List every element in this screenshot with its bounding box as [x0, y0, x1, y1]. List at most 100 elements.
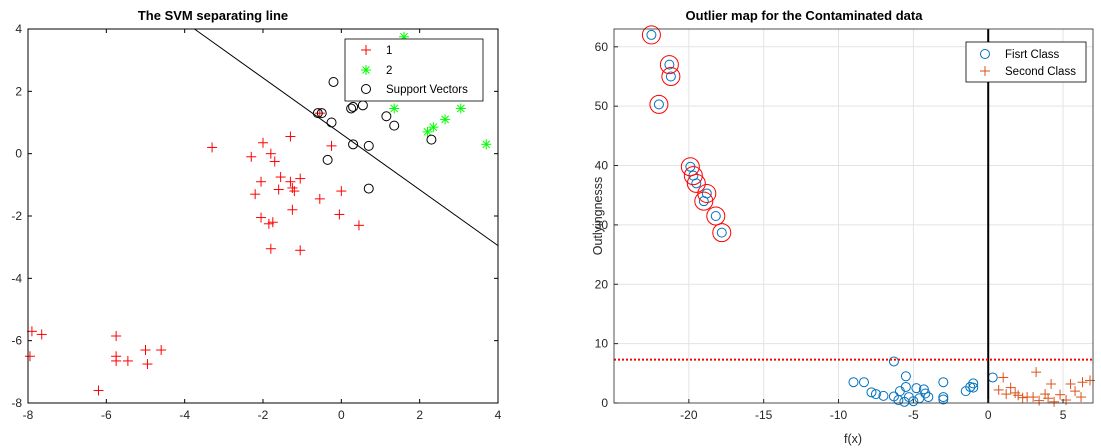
class1-point-28 [24, 351, 35, 362]
first-class-point-26 [938, 392, 949, 403]
support-vector-2 [326, 117, 337, 128]
support-vector-13 [348, 101, 359, 112]
first-class-point-30 [938, 394, 949, 405]
second-class-point-14 [1043, 393, 1054, 404]
first-class-point-21 [938, 377, 949, 388]
chart2-xtick-label: 0 [985, 408, 992, 422]
class1-point-29 [111, 330, 122, 341]
outlier-ring-4 [680, 157, 700, 177]
chart2-ytick-label: 20 [595, 277, 609, 291]
first-class-point-33 [968, 378, 979, 389]
chart1-xtick-label: -8 [23, 408, 34, 422]
support-vector-5 [363, 140, 374, 151]
class1-point-26 [26, 326, 37, 337]
first-class-point-13 [858, 377, 869, 388]
outlier-ring-3 [649, 94, 669, 114]
class1-point-31 [111, 355, 122, 366]
second-class-point-20 [1017, 392, 1028, 403]
chart2-ylabel: Outlyingnesss [591, 177, 605, 256]
legend-label-class1: 1 [386, 45, 392, 57]
class2-point-5 [440, 114, 451, 125]
outlier-map-chart: Outlier map for the Contaminated data -2… [591, 8, 1096, 446]
second-class-point-21 [1010, 387, 1021, 398]
first-class-point-11 [888, 356, 899, 367]
first-class-point-14 [866, 387, 877, 398]
chart2-xtick-label: -15 [755, 408, 773, 422]
class1-point-6 [250, 189, 261, 200]
second-class-point-1 [1005, 382, 1016, 393]
chart1-xtick-label: 2 [416, 408, 423, 422]
support-vector-11 [389, 120, 400, 131]
second-class-point-8 [1001, 389, 1012, 400]
class1-point-13 [267, 217, 278, 228]
class1-point-34 [156, 345, 167, 356]
chart2-legend-box [965, 41, 1087, 83]
outlier-ring-9 [706, 206, 726, 226]
legend-marker-second-class [980, 66, 990, 76]
chart1-ytick-label: -2 [11, 209, 22, 223]
support-vector-3 [346, 103, 357, 114]
first-class-point-1 [664, 59, 675, 70]
second-class-point-19 [1076, 392, 1087, 403]
second-class-point-2 [1031, 367, 1042, 378]
class1-point-15 [273, 184, 284, 195]
class1-point-27 [36, 329, 47, 340]
class1-point-17 [287, 204, 298, 215]
first-class-point-9 [710, 211, 721, 221]
support-vector-10 [381, 111, 392, 122]
second-class-point-12 [1034, 395, 1045, 406]
first-class-point-6 [691, 178, 702, 189]
legend-label-first-class: Fisrt Class [1005, 49, 1060, 61]
class1-point-12 [256, 212, 267, 223]
chart2-ytick-label: 40 [595, 159, 609, 173]
chart2-xlabel: f(x) [844, 432, 862, 446]
support-vector-8 [328, 76, 339, 87]
chart2-data-layer [614, 25, 1096, 407]
outlier-ring-5 [683, 166, 703, 186]
outlier-ring-7 [697, 183, 717, 203]
class1-point-14 [263, 218, 274, 229]
second-class-point-4 [1065, 379, 1076, 390]
second-class-point-0 [998, 372, 1009, 383]
outlier-ring-0 [641, 25, 661, 45]
chart1-title: The SVM separating line [138, 8, 288, 23]
chart2-ytick-label: 60 [595, 40, 609, 54]
chart2-plot-area [614, 29, 1093, 403]
class1-point-5 [285, 131, 296, 142]
chart1-ytick-label: 4 [15, 22, 22, 36]
chart1-ticks: -8 -6 -4 -2 0 2 4 -8 -6 -4 -2 0 2 4 [11, 22, 501, 422]
chart2-ytick-label: 50 [595, 99, 609, 113]
outlier-ring-10 [712, 223, 732, 243]
chart2-legend: Fisrt Class Second Class [965, 41, 1087, 83]
first-class-point-8 [698, 196, 709, 207]
first-class-point-34 [968, 382, 979, 393]
outlier-ring-6 [686, 173, 706, 193]
class1-point-35 [142, 359, 153, 370]
chart1-xtick-label: -2 [258, 408, 269, 422]
first-class-point-2 [665, 71, 676, 82]
class1-point-33 [140, 345, 151, 356]
class1-point-24 [314, 108, 325, 119]
chart1-xtick-label: 4 [495, 408, 502, 422]
chart1-data-layer [24, 28, 499, 396]
first-class-point-12 [848, 377, 859, 388]
first-class-point-10 [716, 227, 727, 238]
class2-point-3 [422, 126, 433, 137]
chart1-xtick-label: -4 [179, 408, 190, 422]
chart2-ytick-label: 30 [595, 218, 609, 232]
chart1-ytick-label: 0 [15, 147, 22, 161]
class1-point-16 [289, 186, 300, 197]
second-class-point-5 [1077, 377, 1088, 388]
second-class-point-16 [1055, 389, 1066, 400]
class1-point-22 [334, 209, 345, 220]
class1-point-8 [275, 172, 286, 183]
support-vector-6 [322, 154, 333, 165]
first-class-point-25 [923, 392, 934, 403]
chart1-ytick-label: 2 [15, 84, 22, 98]
chart1-xtick-label: 0 [338, 408, 345, 422]
chart2-axes-frame [613, 28, 1094, 404]
support-vector-4 [348, 139, 359, 150]
first-class-point-37 [920, 388, 931, 399]
legend-label-support-vectors: Support Vectors [386, 84, 468, 96]
